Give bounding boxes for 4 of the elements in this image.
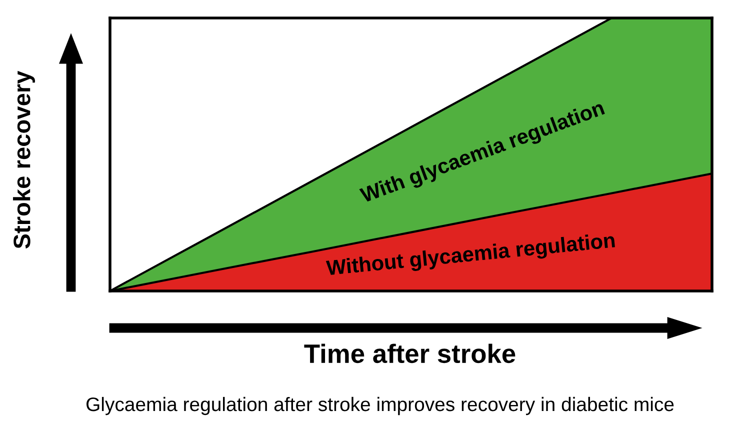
y-axis-title: Stroke recovery	[12, 70, 36, 249]
x-axis-title: Time after stroke	[304, 344, 516, 364]
series-label: Without glycaemia regulation	[326, 232, 616, 280]
text: Glycaemia regulation after stroke improves recovery in diabetic mice	[86, 396, 674, 416]
